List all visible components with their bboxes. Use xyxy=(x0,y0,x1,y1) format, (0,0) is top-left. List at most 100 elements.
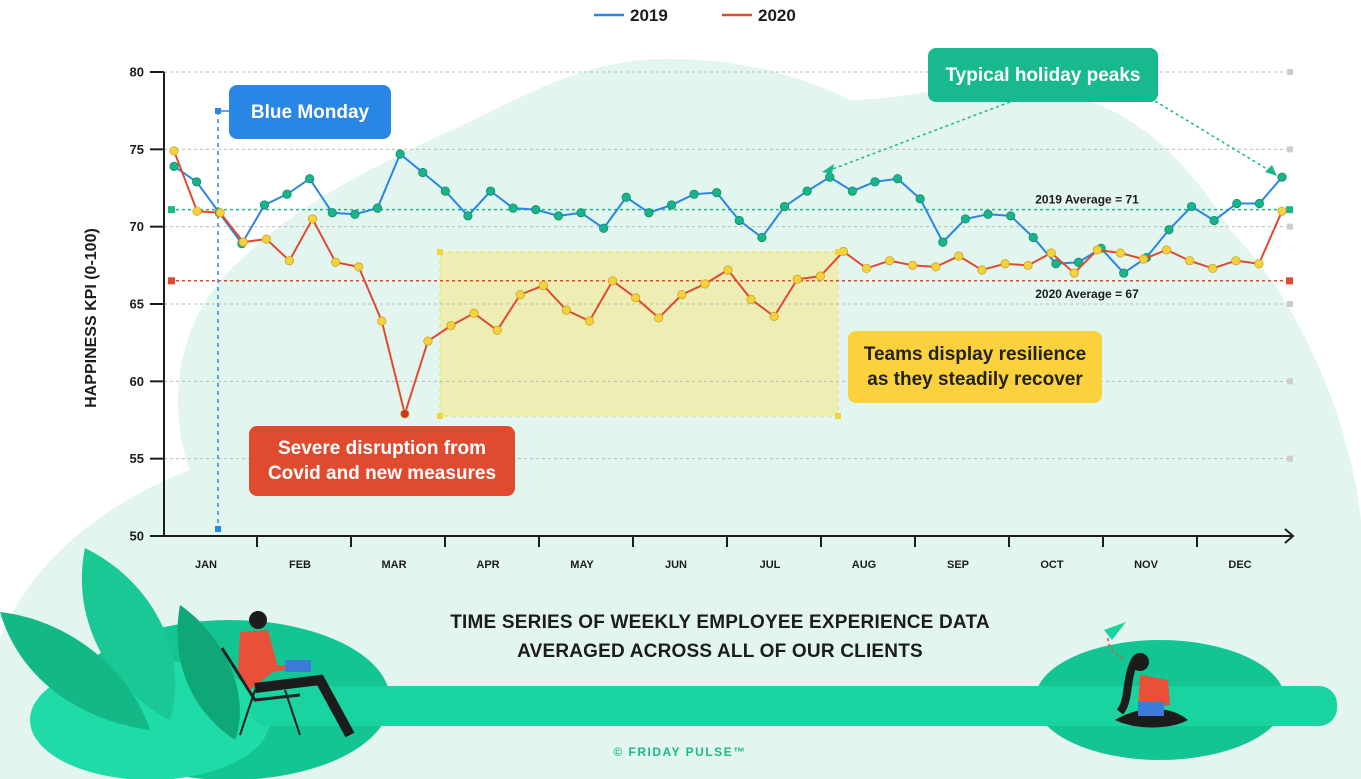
gridline-end-marker xyxy=(1287,455,1293,462)
data-point-2020 xyxy=(977,265,987,275)
data-point-2019 xyxy=(802,186,812,196)
data-point-2019 xyxy=(1006,211,1016,221)
x-tick-label: OCT xyxy=(1040,559,1064,571)
data-point-2019 xyxy=(712,188,722,198)
average-label: 2019 Average = 71 xyxy=(1035,193,1139,207)
data-point-2019 xyxy=(599,223,609,233)
data-point-2020 xyxy=(330,257,341,267)
data-point-2020 xyxy=(1161,245,1172,255)
average-start-marker xyxy=(168,277,175,285)
data-point-2020 xyxy=(377,316,387,326)
data-point-2020 xyxy=(861,263,872,274)
data-point-2020 xyxy=(1231,256,1241,266)
leaf-left-3 xyxy=(177,605,240,740)
data-point-2020 xyxy=(631,293,641,303)
data-point-2020 xyxy=(1069,268,1079,278)
data-point-2020 xyxy=(607,276,618,286)
x-tick-label: JUN xyxy=(665,559,687,571)
data-point-2020 xyxy=(307,214,318,224)
data-point-2020 xyxy=(815,271,825,281)
ground-strip xyxy=(250,686,1337,726)
data-point-2019 xyxy=(983,209,993,219)
data-point-2019 xyxy=(621,192,631,202)
x-tick-label: JUL xyxy=(760,559,781,571)
x-tick-label: SEP xyxy=(947,559,969,571)
data-point-2020 xyxy=(1115,248,1126,258)
data-point-2020 xyxy=(423,336,433,346)
data-point-2019 xyxy=(440,186,450,196)
leaf-left-1 xyxy=(81,548,176,720)
data-point-2019 xyxy=(689,189,699,199)
person-on-floor-illustration xyxy=(1104,622,1188,728)
data-point-2019 xyxy=(1277,172,1287,182)
data-point-2019 xyxy=(282,189,292,199)
gridline-end-marker xyxy=(1287,69,1293,75)
band-corner-marker xyxy=(437,413,443,419)
y-tick-label: 60 xyxy=(130,374,144,389)
callout-resilience: Teams display resilience as they steadil… xyxy=(848,331,1102,403)
blue-monday-line-top xyxy=(215,108,221,114)
data-point-2020 xyxy=(884,256,895,266)
data-point-2020 xyxy=(931,262,941,272)
data-point-2019 xyxy=(1209,215,1219,226)
y-tick-label: 50 xyxy=(130,529,144,544)
data-point-2019 xyxy=(576,208,586,218)
gridline-end-marker xyxy=(1287,301,1293,307)
average-end-marker xyxy=(1286,206,1293,214)
data-point-2020 xyxy=(492,325,502,335)
x-tick-label: AUG xyxy=(852,559,876,571)
legend-label-2020: 2020 xyxy=(758,6,796,25)
x-tick-label: JAN xyxy=(195,559,217,571)
marks-layer: 2019 2020 xyxy=(169,6,1287,419)
data-point-2020 xyxy=(354,262,364,272)
x-tick-label: MAR xyxy=(381,559,406,571)
data-point-2020 xyxy=(1254,259,1264,269)
data-point-2019 xyxy=(666,200,677,210)
y-tick-label: 55 xyxy=(130,451,144,466)
footer-title: TIME SERIES OF WEEKLY EMPLOYEE EXPERIENC… xyxy=(380,608,1060,666)
data-point-2020 xyxy=(400,409,410,419)
callout-resilience-line1: Teams display resilience xyxy=(863,344,1087,365)
data-point-2019 xyxy=(892,174,903,184)
data-point-2020 xyxy=(261,234,271,244)
data-point-2019 xyxy=(757,232,767,243)
data-point-2020 xyxy=(746,294,756,304)
data-point-2019 xyxy=(960,214,971,224)
band-corner-marker xyxy=(437,249,443,255)
data-point-2019 xyxy=(1164,225,1174,235)
y-tick-label: 65 xyxy=(130,297,144,312)
data-point-2020 xyxy=(561,305,572,315)
band-corner-marker xyxy=(835,413,841,419)
x-tick-label: DEC xyxy=(1228,559,1251,571)
data-point-2019 xyxy=(327,208,337,218)
callout-holiday-text: Typical holiday peaks xyxy=(945,64,1141,86)
data-point-2019 xyxy=(915,194,925,204)
y-tick-label: 70 xyxy=(130,219,144,234)
data-point-2020 xyxy=(954,251,964,261)
copyright: © FRIDAY PULSE™ xyxy=(613,745,747,759)
y-tick-label: 80 xyxy=(130,65,144,80)
band-corner-marker xyxy=(835,249,841,255)
data-point-2020 xyxy=(792,274,802,284)
data-point-2019 xyxy=(169,161,179,171)
holiday-arrow-left xyxy=(829,101,1011,171)
data-point-2020 xyxy=(469,308,479,318)
callout-resilience-line2: as they steadily recover xyxy=(867,369,1083,390)
data-point-2020 xyxy=(1092,245,1102,255)
y-axis-label: HAPPINESS KPI (0-100) xyxy=(83,228,100,408)
data-point-2019 xyxy=(485,186,496,196)
average-label: 2020 Average = 67 xyxy=(1035,287,1139,301)
x-axis-arrow xyxy=(1284,528,1295,544)
data-point-2019 xyxy=(463,211,473,221)
footer-title-line2: AVERAGED ACROSS ALL OF OUR CLIENTS xyxy=(517,641,923,662)
data-point-2019 xyxy=(779,201,790,212)
blue-monday-line-bottom xyxy=(215,526,221,532)
resilience-highlight-band xyxy=(439,251,839,417)
average-end-marker xyxy=(1286,277,1293,285)
data-point-2019 xyxy=(938,237,948,247)
data-point-2019 xyxy=(418,167,428,178)
leaf-left-2 xyxy=(0,612,150,730)
data-point-2019 xyxy=(1186,201,1197,212)
